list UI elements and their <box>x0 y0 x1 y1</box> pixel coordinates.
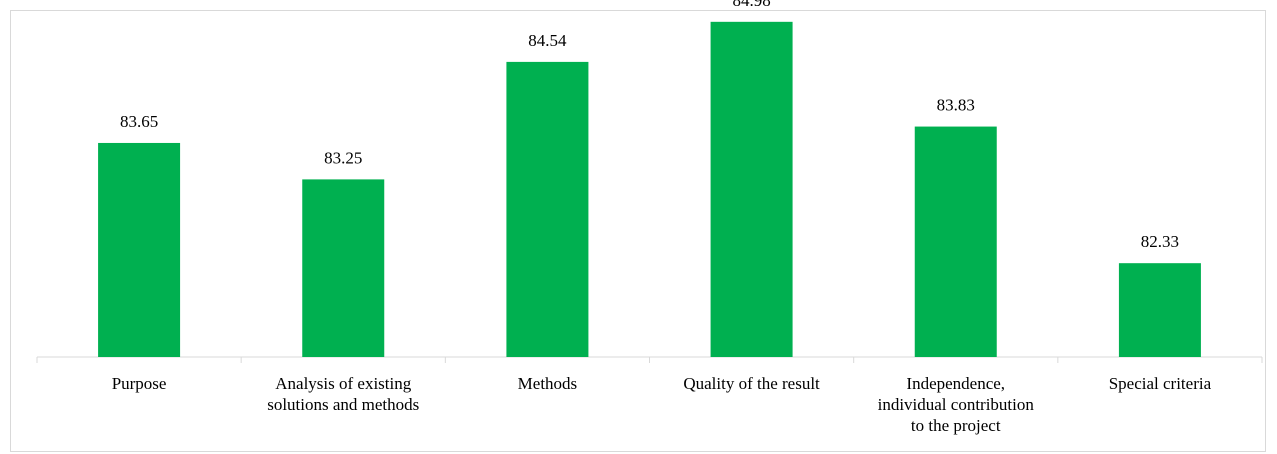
data-label: 83.25 <box>324 148 362 167</box>
category-label-line: Purpose <box>112 374 167 393</box>
category-labels: Purpose Analysis of existing solutions and… <box>112 374 1212 435</box>
category-label: Independence, individual contribution to t… <box>878 374 1035 435</box>
category-label: Special criteria <box>1109 374 1212 393</box>
bar <box>914 126 997 357</box>
category-label-line: Special criteria <box>1109 374 1212 393</box>
category-label-line: individual contribution <box>878 395 1035 414</box>
data-label: 84.98 <box>732 0 770 10</box>
category-label-line: Analysis of existing <box>275 374 411 393</box>
category-label-line: solutions and methods <box>267 395 419 414</box>
chart-frame <box>10 10 1266 452</box>
bar <box>710 21 793 357</box>
bars <box>98 21 1201 357</box>
bar <box>506 61 589 357</box>
category-label: Quality of the result <box>683 374 820 393</box>
category-label: Methods <box>518 374 578 393</box>
category-label-line: Quality of the result <box>683 374 820 393</box>
data-label: 83.83 <box>937 96 975 115</box>
data-label: 84.54 <box>528 31 567 50</box>
category-label: Purpose <box>112 374 167 393</box>
data-label: 83.65 <box>120 112 158 131</box>
category-label-line: Independence, <box>906 374 1005 393</box>
x-axis-ticks <box>36 357 1263 363</box>
category-label: Analysis of existing solutions and method… <box>267 374 419 414</box>
bar <box>98 142 181 357</box>
category-label-line: to the project <box>911 416 1001 435</box>
data-label: 82.33 <box>1141 232 1179 251</box>
data-labels: 83.65 83.25 84.54 84.98 83.83 82.33 <box>120 0 1179 251</box>
category-label-line: Methods <box>518 374 578 393</box>
bar <box>1118 263 1201 357</box>
bar <box>302 179 385 357</box>
